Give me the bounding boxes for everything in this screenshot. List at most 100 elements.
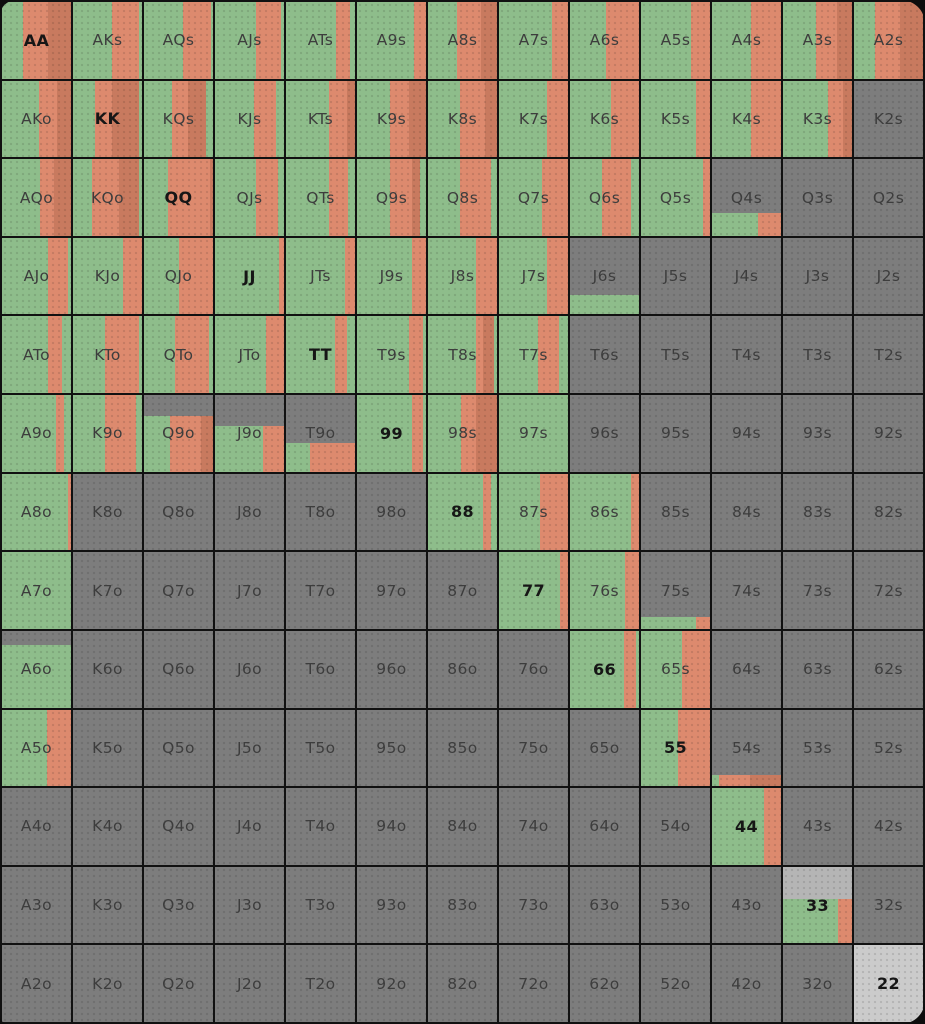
hand-cell-A4s[interactable]: A4s bbox=[712, 2, 781, 79]
hand-cell-Q9s[interactable]: Q9s bbox=[357, 159, 426, 236]
hand-cell-JJ[interactable]: JJ bbox=[215, 237, 284, 315]
hand-cell-K2o[interactable]: K2o bbox=[73, 945, 142, 1022]
hand-cell-J6s[interactable]: J6s bbox=[570, 237, 639, 315]
hand-cell-QJs[interactable]: QJs bbox=[215, 159, 284, 236]
hand-cell-53o[interactable]: 53o bbox=[641, 866, 710, 944]
hand-cell-J5o[interactable]: J5o bbox=[215, 709, 284, 787]
hand-cell-Q5o[interactable]: Q5o bbox=[144, 709, 213, 787]
hand-cell-99[interactable]: 99 bbox=[357, 395, 426, 472]
hand-cell-Q6s[interactable]: Q6s bbox=[570, 159, 639, 236]
hand-cell-QQ[interactable]: QQ bbox=[144, 159, 213, 236]
hand-cell-52s[interactable]: 52s bbox=[854, 709, 923, 787]
hand-cell-Q8o[interactable]: Q8o bbox=[144, 473, 213, 551]
hand-cell-KQs[interactable]: KQs bbox=[144, 80, 213, 158]
hand-cell-T5o[interactable]: T5o bbox=[286, 709, 355, 787]
hand-cell-AA[interactable]: AA bbox=[2, 2, 71, 79]
hand-cell-J5s[interactable]: J5s bbox=[641, 237, 710, 315]
hand-cell-KK[interactable]: KK bbox=[73, 80, 142, 158]
hand-cell-86o[interactable]: 86o bbox=[428, 630, 497, 708]
hand-cell-93s[interactable]: 93s bbox=[783, 395, 852, 472]
hand-cell-Q7s[interactable]: Q7s bbox=[499, 159, 568, 236]
hand-cell-KJo[interactable]: KJo bbox=[73, 237, 142, 315]
hand-cell-Q7o[interactable]: Q7o bbox=[144, 552, 213, 629]
hand-cell-62o[interactable]: 62o bbox=[570, 945, 639, 1022]
hand-cell-A6o[interactable]: A6o bbox=[2, 630, 71, 708]
hand-cell-Q3s[interactable]: Q3s bbox=[783, 159, 852, 236]
hand-cell-T2o[interactable]: T2o bbox=[286, 945, 355, 1022]
hand-cell-QTs[interactable]: QTs bbox=[286, 159, 355, 236]
hand-cell-J4s[interactable]: J4s bbox=[712, 237, 781, 315]
hand-cell-K3s[interactable]: K3s bbox=[783, 80, 852, 158]
hand-cell-J8o[interactable]: J8o bbox=[215, 473, 284, 551]
hand-cell-A8s[interactable]: A8s bbox=[428, 2, 497, 79]
hand-cell-82o[interactable]: 82o bbox=[428, 945, 497, 1022]
hand-cell-ATo[interactable]: ATo bbox=[2, 316, 71, 394]
hand-cell-AQs[interactable]: AQs bbox=[144, 2, 213, 79]
hand-cell-T4o[interactable]: T4o bbox=[286, 788, 355, 865]
hand-cell-98o[interactable]: 98o bbox=[357, 473, 426, 551]
hand-cell-32o[interactable]: 32o bbox=[783, 945, 852, 1022]
hand-cell-A3o[interactable]: A3o bbox=[2, 866, 71, 944]
hand-cell-63s[interactable]: 63s bbox=[783, 630, 852, 708]
hand-cell-85o[interactable]: 85o bbox=[428, 709, 497, 787]
hand-cell-Q4o[interactable]: Q4o bbox=[144, 788, 213, 865]
hand-cell-J2o[interactable]: J2o bbox=[215, 945, 284, 1022]
hand-cell-54o[interactable]: 54o bbox=[641, 788, 710, 865]
hand-cell-J7o[interactable]: J7o bbox=[215, 552, 284, 629]
hand-cell-43s[interactable]: 43s bbox=[783, 788, 852, 865]
hand-cell-95o[interactable]: 95o bbox=[357, 709, 426, 787]
hand-cell-A7s[interactable]: A7s bbox=[499, 2, 568, 79]
hand-cell-K7o[interactable]: K7o bbox=[73, 552, 142, 629]
hand-cell-Q2s[interactable]: Q2s bbox=[854, 159, 923, 236]
hand-cell-K5s[interactable]: K5s bbox=[641, 80, 710, 158]
hand-cell-74o[interactable]: 74o bbox=[499, 788, 568, 865]
hand-cell-K2s[interactable]: K2s bbox=[854, 80, 923, 158]
hand-cell-83s[interactable]: 83s bbox=[783, 473, 852, 551]
hand-cell-QJo[interactable]: QJo bbox=[144, 237, 213, 315]
hand-cell-AQo[interactable]: AQo bbox=[2, 159, 71, 236]
hand-cell-Q4s[interactable]: Q4s bbox=[712, 159, 781, 236]
hand-cell-T3o[interactable]: T3o bbox=[286, 866, 355, 944]
hand-cell-52o[interactable]: 52o bbox=[641, 945, 710, 1022]
hand-cell-88[interactable]: 88 bbox=[428, 473, 497, 551]
hand-cell-76o[interactable]: 76o bbox=[499, 630, 568, 708]
hand-cell-86s[interactable]: 86s bbox=[570, 473, 639, 551]
hand-cell-62s[interactable]: 62s bbox=[854, 630, 923, 708]
hand-cell-AJo[interactable]: AJo bbox=[2, 237, 71, 315]
hand-cell-74s[interactable]: 74s bbox=[712, 552, 781, 629]
hand-cell-72o[interactable]: 72o bbox=[499, 945, 568, 1022]
hand-cell-72s[interactable]: 72s bbox=[854, 552, 923, 629]
hand-cell-85s[interactable]: 85s bbox=[641, 473, 710, 551]
hand-cell-A5o[interactable]: A5o bbox=[2, 709, 71, 787]
hand-cell-ATs[interactable]: ATs bbox=[286, 2, 355, 79]
hand-cell-J3o[interactable]: J3o bbox=[215, 866, 284, 944]
hand-cell-Q5s[interactable]: Q5s bbox=[641, 159, 710, 236]
hand-cell-J9s[interactable]: J9s bbox=[357, 237, 426, 315]
hand-cell-KTs[interactable]: KTs bbox=[286, 80, 355, 158]
hand-cell-76s[interactable]: 76s bbox=[570, 552, 639, 629]
hand-cell-98s[interactable]: 98s bbox=[428, 395, 497, 472]
hand-cell-75s[interactable]: 75s bbox=[641, 552, 710, 629]
hand-cell-JTo[interactable]: JTo bbox=[215, 316, 284, 394]
hand-cell-K8s[interactable]: K8s bbox=[428, 80, 497, 158]
hand-cell-J4o[interactable]: J4o bbox=[215, 788, 284, 865]
hand-cell-44[interactable]: 44 bbox=[712, 788, 781, 865]
hand-cell-A7o[interactable]: A7o bbox=[2, 552, 71, 629]
hand-cell-64o[interactable]: 64o bbox=[570, 788, 639, 865]
hand-cell-97s[interactable]: 97s bbox=[499, 395, 568, 472]
hand-cell-KJs[interactable]: KJs bbox=[215, 80, 284, 158]
hand-cell-T3s[interactable]: T3s bbox=[783, 316, 852, 394]
hand-cell-J3s[interactable]: J3s bbox=[783, 237, 852, 315]
hand-cell-T5s[interactable]: T5s bbox=[641, 316, 710, 394]
hand-cell-K9o[interactable]: K9o bbox=[73, 395, 142, 472]
hand-cell-K7s[interactable]: K7s bbox=[499, 80, 568, 158]
hand-cell-94s[interactable]: 94s bbox=[712, 395, 781, 472]
hand-cell-53s[interactable]: 53s bbox=[783, 709, 852, 787]
hand-cell-93o[interactable]: 93o bbox=[357, 866, 426, 944]
hand-cell-J8s[interactable]: J8s bbox=[428, 237, 497, 315]
hand-cell-92o[interactable]: 92o bbox=[357, 945, 426, 1022]
hand-cell-73o[interactable]: 73o bbox=[499, 866, 568, 944]
hand-cell-K4o[interactable]: K4o bbox=[73, 788, 142, 865]
hand-cell-K4s[interactable]: K4s bbox=[712, 80, 781, 158]
hand-cell-T9o[interactable]: T9o bbox=[286, 395, 355, 472]
